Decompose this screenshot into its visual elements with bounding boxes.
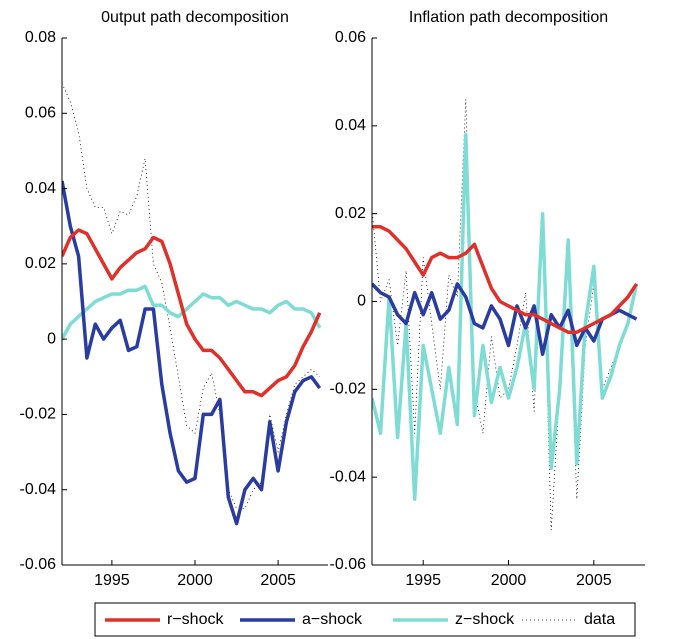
y-tick-label: -0.02 [330, 381, 367, 398]
y-tick-label: 0 [357, 293, 366, 310]
x-tick-label: 2000 [491, 572, 527, 589]
x-tick-label: 2000 [177, 572, 213, 589]
y-tick-label: 0.08 [25, 29, 56, 46]
y-tick-label: 0.04 [25, 180, 56, 197]
y-tick-label: -0.04 [20, 481, 57, 498]
x-tick-label: 2005 [260, 572, 296, 589]
series-line [62, 228, 322, 398]
y-tick-label: -0.06 [20, 556, 57, 573]
series-line [62, 180, 322, 526]
x-tick-label: 1995 [405, 572, 441, 589]
y-tick-label: -0.04 [330, 468, 367, 485]
y-tick-label: -0.02 [20, 406, 57, 423]
series-line [62, 284, 322, 340]
chart-title: 0utput path decomposition [101, 9, 289, 26]
y-tick-label: 0.02 [25, 255, 56, 272]
x-tick-label: 2005 [576, 572, 612, 589]
y-tick-label: 0.04 [335, 117, 366, 134]
plot-area [62, 83, 322, 526]
chart-title: Inflation path decomposition [409, 9, 608, 26]
y-tick-label: 0.06 [25, 105, 56, 122]
legend-label: r−shock [167, 611, 224, 628]
legend-label: a−shock [302, 611, 363, 628]
legend-box [94, 602, 636, 637]
series-line [372, 282, 638, 356]
legend-label: data [584, 611, 615, 628]
legend-label: z−shock [455, 611, 515, 628]
x-tick-label: 1995 [94, 572, 130, 589]
y-tick-label: -0.06 [330, 556, 367, 573]
y-tick-label: 0.06 [335, 29, 366, 46]
series-line [372, 132, 639, 501]
y-tick-label: 0 [47, 330, 56, 347]
y-tick-label: 0.02 [335, 205, 366, 222]
plot-area [372, 99, 639, 531]
series-line [372, 225, 638, 334]
